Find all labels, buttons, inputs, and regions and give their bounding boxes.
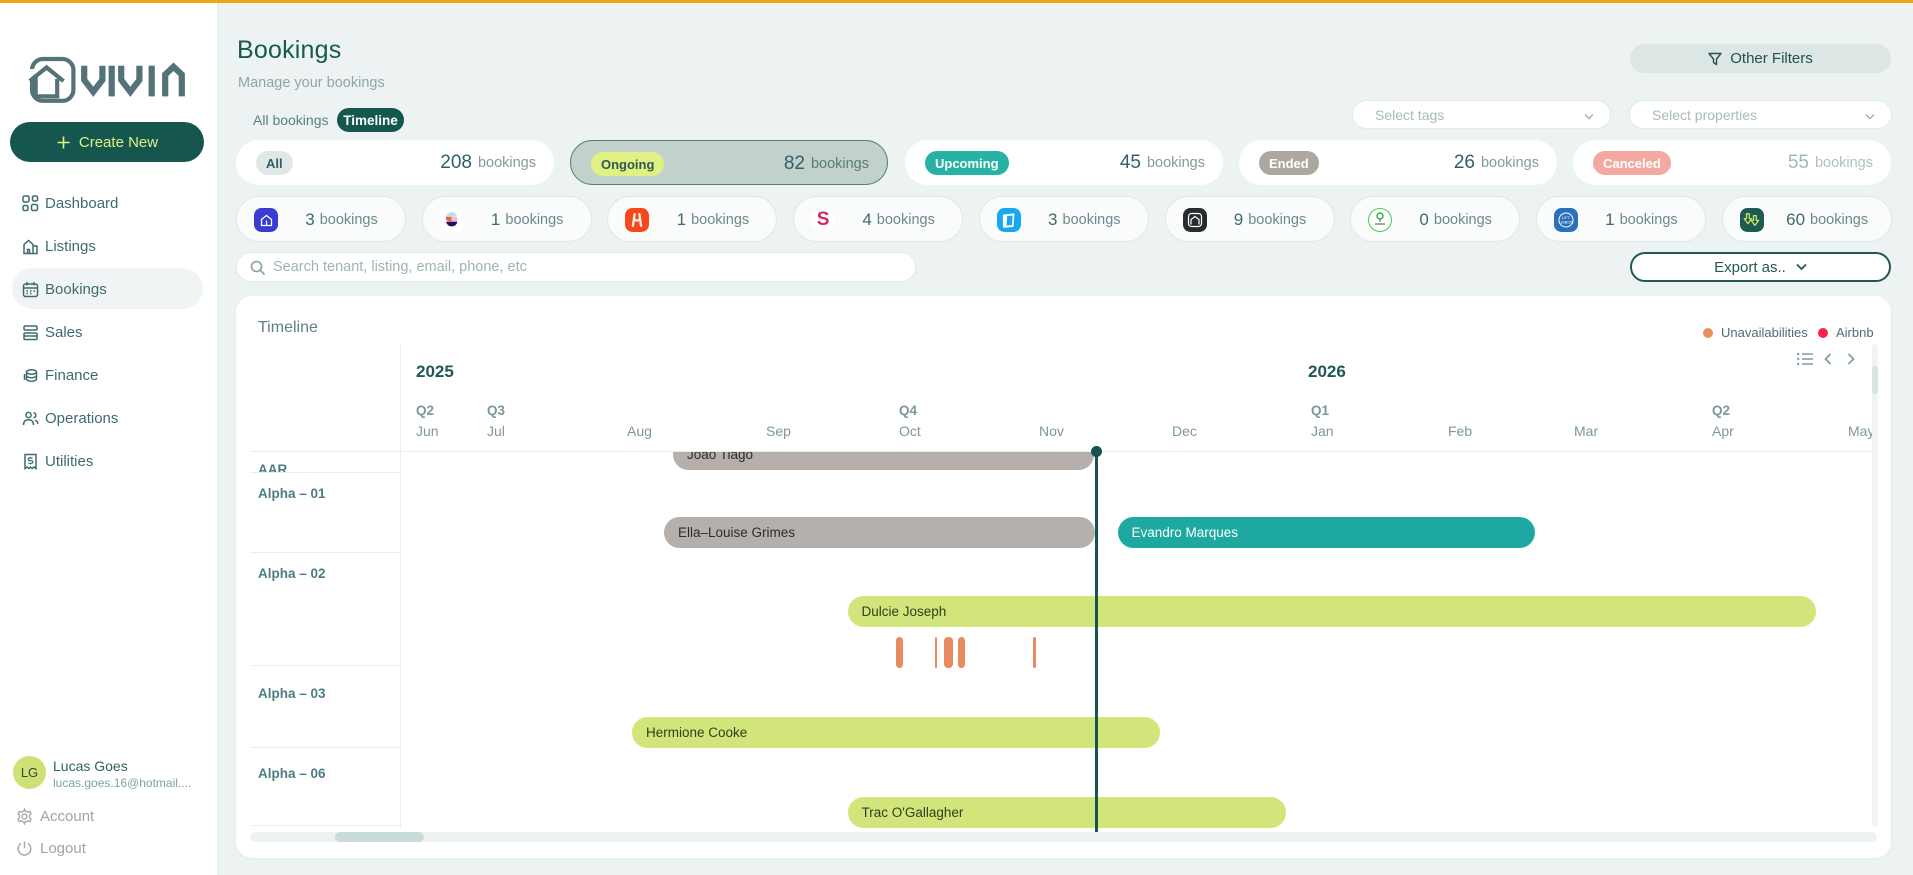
svg-text:LISBON: LISBON (1559, 220, 1574, 225)
svg-text:LIFT: LIFT (1562, 215, 1571, 220)
